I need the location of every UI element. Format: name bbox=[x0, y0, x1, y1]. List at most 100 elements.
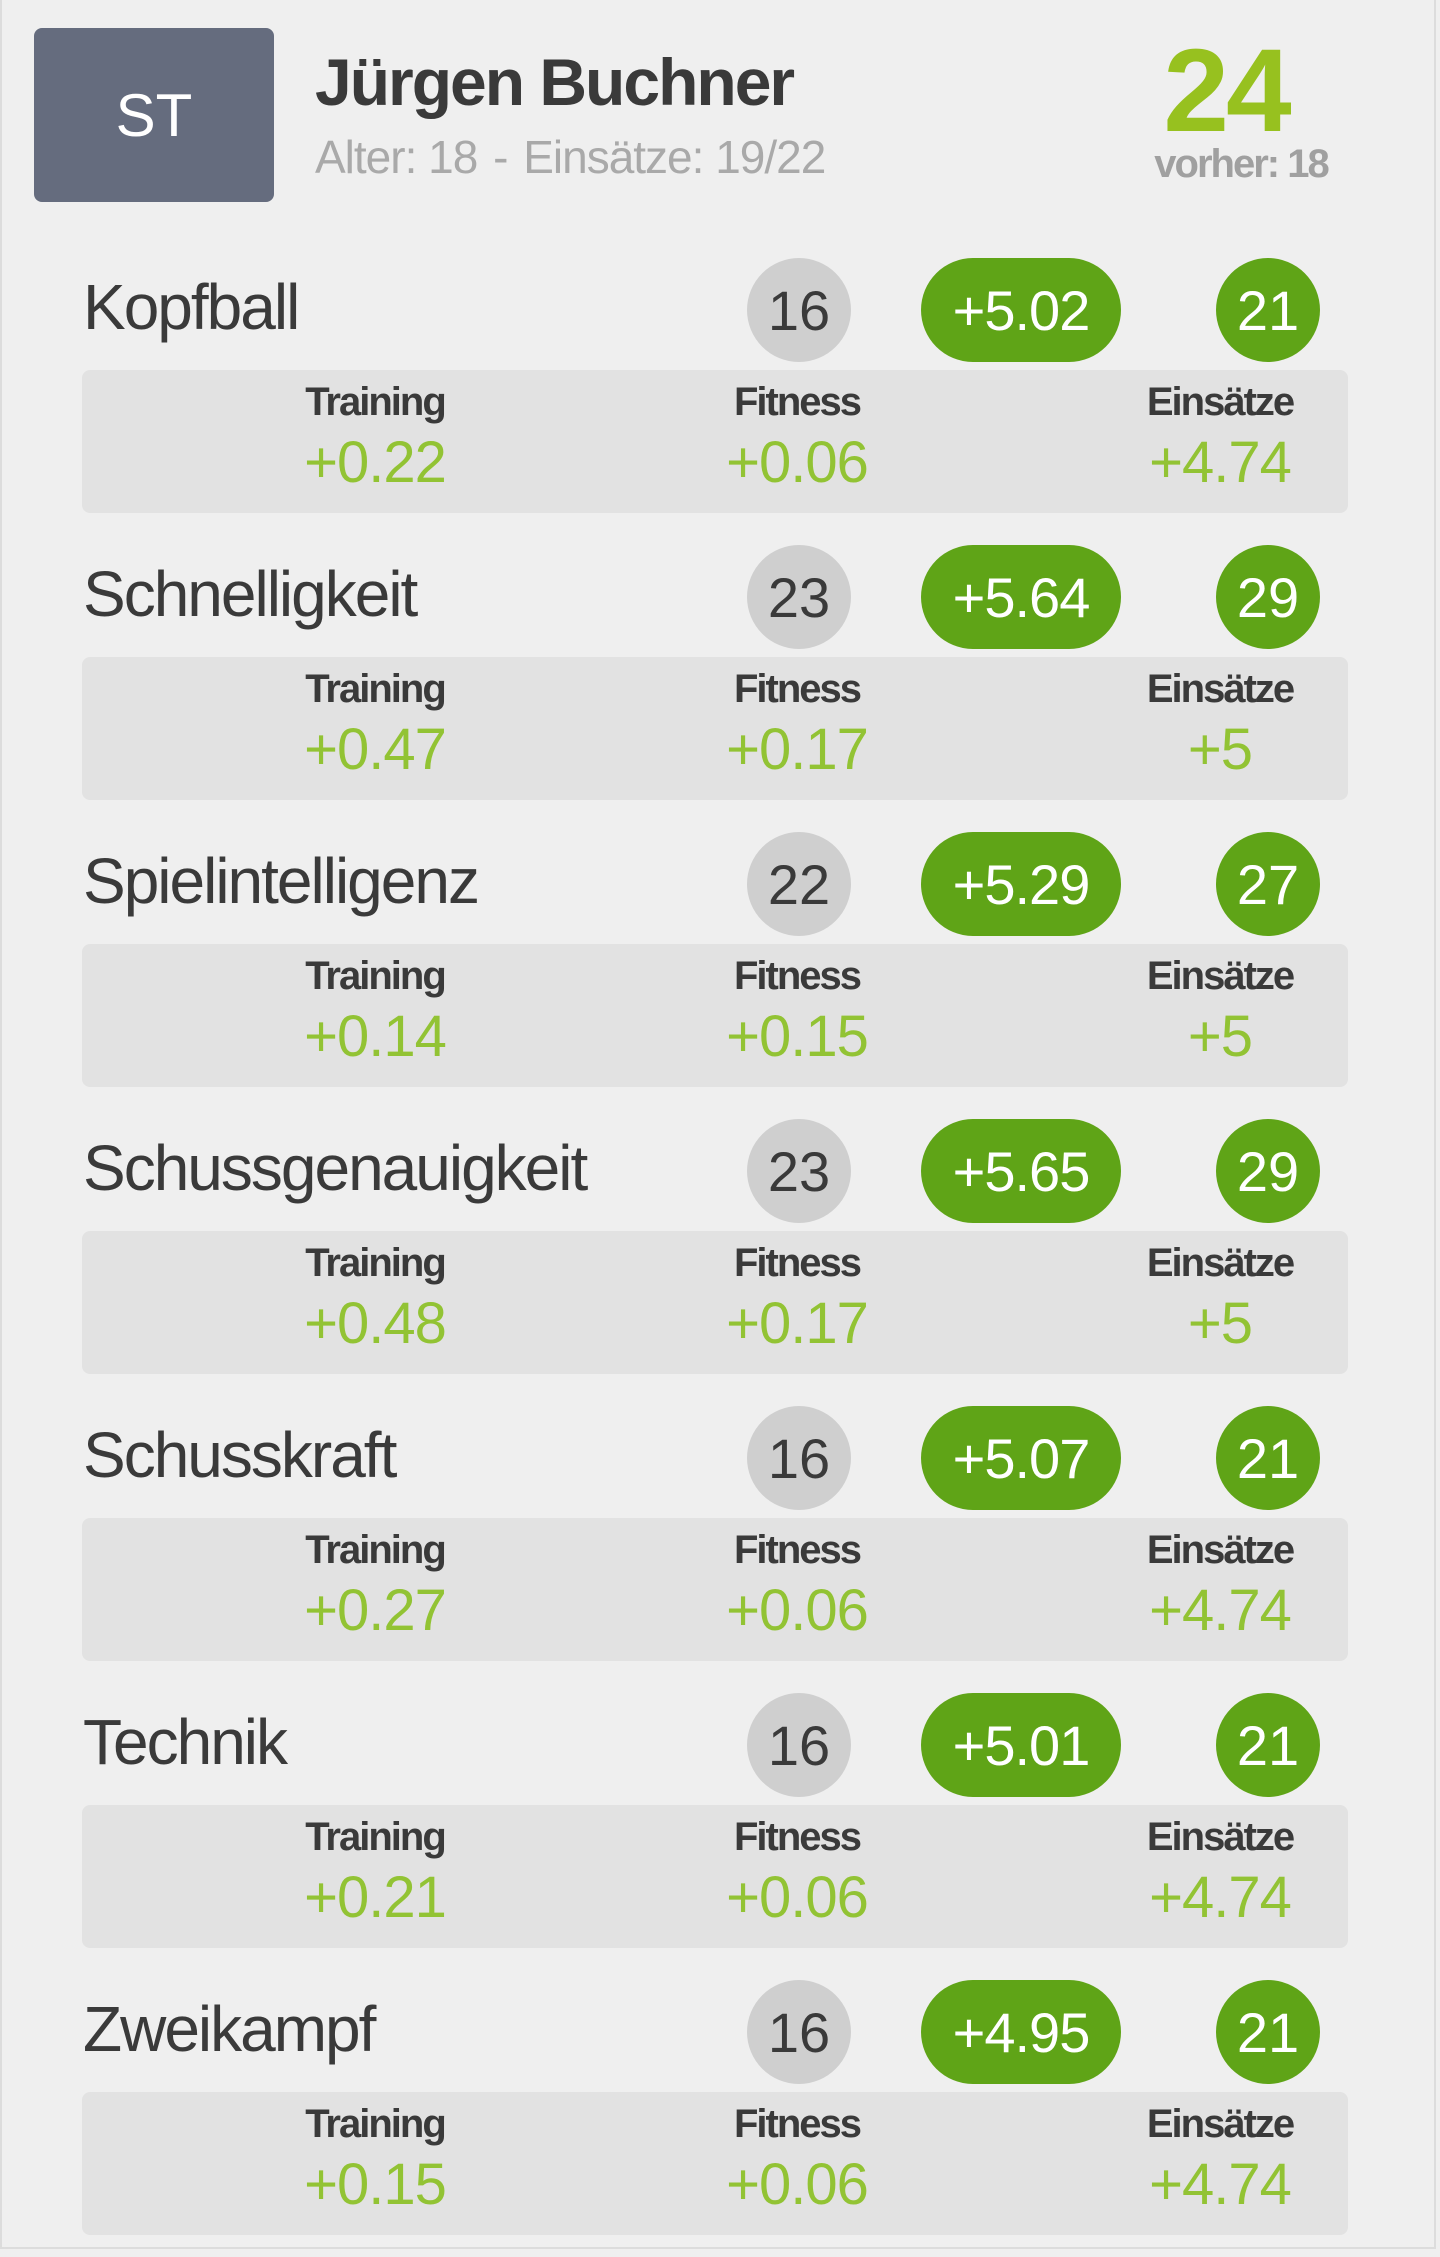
skill-breakdown: Training +0.22 Fitness +0.06 Einsätze +4… bbox=[82, 370, 1348, 513]
training-label: Training bbox=[305, 1815, 447, 1859]
age-label: Alter: 18 bbox=[315, 131, 478, 183]
player-name: Jürgen Buchner bbox=[315, 45, 795, 119]
training-column: Training +0.48 bbox=[225, 1231, 525, 1357]
skill-breakdown: Training +0.48 Fitness +0.17 Einsätze +5 bbox=[82, 1231, 1348, 1374]
games-value: +5 bbox=[1187, 717, 1253, 782]
training-value: +0.27 bbox=[304, 1578, 447, 1643]
games-value: +4.74 bbox=[1149, 430, 1292, 495]
skill-row: Spielintelligenz 22 +5.29 27 Training +0… bbox=[2, 822, 1440, 1109]
delta-pill: +5.02 bbox=[921, 258, 1121, 362]
skill-breakdown: Training +0.14 Fitness +0.15 Einsätze +5 bbox=[82, 944, 1348, 1087]
games-column-label: Einsätze bbox=[1146, 380, 1295, 424]
games-column: Einsätze +4.74 bbox=[1070, 1518, 1370, 1644]
previous-rating: vorher: 18 bbox=[1154, 142, 1329, 186]
skill-header: Kopfball 16 +5.02 21 bbox=[2, 248, 1440, 368]
training-value: +0.21 bbox=[304, 1865, 447, 1930]
training-value: +0.22 bbox=[304, 430, 447, 495]
fitness-label: Fitness bbox=[733, 667, 862, 711]
position-badge: ST bbox=[34, 28, 274, 202]
fitness-column: Fitness +0.17 bbox=[647, 1231, 947, 1357]
fitness-column: Fitness +0.15 bbox=[647, 944, 947, 1070]
base-value-badge: 22 bbox=[747, 832, 851, 936]
games-value: +4.74 bbox=[1149, 1865, 1292, 1930]
games-column-label: Einsätze bbox=[1146, 1815, 1295, 1859]
base-value-badge: 23 bbox=[747, 1119, 851, 1223]
fitness-column: Fitness +0.06 bbox=[647, 1518, 947, 1644]
training-column: Training +0.15 bbox=[225, 2092, 525, 2218]
delta-pill: +5.29 bbox=[921, 832, 1121, 936]
skill-row: Technik 16 +5.01 21 Training +0.21 Fitne… bbox=[2, 1683, 1440, 1970]
skill-name: Technik bbox=[83, 1706, 288, 1778]
skill-breakdown: Training +0.27 Fitness +0.06 Einsätze +4… bbox=[82, 1518, 1348, 1661]
skill-header: Schnelligkeit 23 +5.64 29 bbox=[2, 535, 1440, 655]
games-value: +5 bbox=[1187, 1291, 1253, 1356]
fitness-label: Fitness bbox=[733, 1528, 862, 1572]
training-label: Training bbox=[305, 1528, 447, 1572]
games-column-label: Einsätze bbox=[1146, 1528, 1295, 1572]
games-value: +4.74 bbox=[1149, 2152, 1292, 2217]
training-column: Training +0.22 bbox=[225, 370, 525, 496]
training-value: +0.15 bbox=[304, 2152, 447, 2217]
fitness-column: Fitness +0.17 bbox=[647, 657, 947, 783]
new-value-badge: 21 bbox=[1216, 258, 1320, 362]
skill-name: Schnelligkeit bbox=[83, 558, 418, 630]
fitness-label: Fitness bbox=[733, 1241, 862, 1285]
training-column: Training +0.21 bbox=[225, 1805, 525, 1931]
skill-row: Schnelligkeit 23 +5.64 29 Training +0.47… bbox=[2, 535, 1440, 822]
skill-row: Schussgenauigkeit 23 +5.65 29 Training +… bbox=[2, 1109, 1440, 1396]
skill-row: Zweikampf 16 +4.95 21 Training +0.15 Fit… bbox=[2, 1970, 1440, 2257]
training-value: +0.48 bbox=[304, 1291, 447, 1356]
games-column-label: Einsätze bbox=[1146, 667, 1295, 711]
games-column: Einsätze +5 bbox=[1070, 944, 1370, 1070]
games-column: Einsätze +5 bbox=[1070, 657, 1370, 783]
base-value-badge: 16 bbox=[747, 1980, 851, 2084]
skills-list: Kopfball 16 +5.02 21 Training +0.22 Fitn… bbox=[2, 248, 1440, 2257]
delta-pill: +4.95 bbox=[921, 1980, 1121, 2084]
base-value-badge: 16 bbox=[747, 1406, 851, 1510]
training-label: Training bbox=[305, 954, 447, 998]
meta-separator: - bbox=[493, 131, 508, 183]
new-value-badge: 29 bbox=[1216, 545, 1320, 649]
games-value: +4.74 bbox=[1149, 1578, 1292, 1643]
fitness-column: Fitness +0.06 bbox=[647, 370, 947, 496]
overall-rating: 24 bbox=[1163, 25, 1291, 157]
delta-pill: +5.07 bbox=[921, 1406, 1121, 1510]
skill-breakdown: Training +0.21 Fitness +0.06 Einsätze +4… bbox=[82, 1805, 1348, 1948]
fitness-value: +0.17 bbox=[726, 717, 869, 782]
fitness-label: Fitness bbox=[733, 2102, 862, 2146]
games-column-label: Einsätze bbox=[1146, 1241, 1295, 1285]
fitness-value: +0.06 bbox=[726, 1865, 869, 1930]
skill-header: Zweikampf 16 +4.95 21 bbox=[2, 1970, 1440, 2090]
new-value-badge: 21 bbox=[1216, 1406, 1320, 1510]
base-value-badge: 16 bbox=[747, 258, 851, 362]
delta-pill: +5.64 bbox=[921, 545, 1121, 649]
skill-header: Schussgenauigkeit 23 +5.65 29 bbox=[2, 1109, 1440, 1229]
games-column: Einsätze +5 bbox=[1070, 1231, 1370, 1357]
fitness-label: Fitness bbox=[733, 954, 862, 998]
fitness-value: +0.06 bbox=[726, 430, 869, 495]
skill-name: Zweikampf bbox=[83, 1993, 376, 2065]
games-column: Einsätze +4.74 bbox=[1070, 1805, 1370, 1931]
new-value-badge: 29 bbox=[1216, 1119, 1320, 1223]
fitness-value: +0.06 bbox=[726, 2152, 869, 2217]
fitness-value: +0.06 bbox=[726, 1578, 869, 1643]
skill-row: Schusskraft 16 +5.07 21 Training +0.27 F… bbox=[2, 1396, 1440, 1683]
fitness-label: Fitness bbox=[733, 1815, 862, 1859]
skill-header: Spielintelligenz 22 +5.29 27 bbox=[2, 822, 1440, 942]
training-value: +0.14 bbox=[304, 1004, 447, 1069]
training-column: Training +0.27 bbox=[225, 1518, 525, 1644]
delta-pill: +5.01 bbox=[921, 1693, 1121, 1797]
delta-pill: +5.65 bbox=[921, 1119, 1121, 1223]
player-meta: Alter: 18 - Einsätze: 19/22 bbox=[315, 130, 826, 184]
skill-name: Spielintelligenz bbox=[83, 845, 480, 917]
fitness-column: Fitness +0.06 bbox=[647, 2092, 947, 2218]
skill-breakdown: Training +0.47 Fitness +0.17 Einsätze +5 bbox=[82, 657, 1348, 800]
skill-name: Kopfball bbox=[83, 271, 300, 343]
skill-name: Schusskraft bbox=[83, 1419, 397, 1491]
training-value: +0.47 bbox=[304, 717, 447, 782]
new-value-badge: 27 bbox=[1216, 832, 1320, 936]
training-label: Training bbox=[305, 667, 447, 711]
skill-name: Schussgenauigkeit bbox=[83, 1132, 588, 1204]
skill-breakdown: Training +0.15 Fitness +0.06 Einsätze +4… bbox=[82, 2092, 1348, 2235]
